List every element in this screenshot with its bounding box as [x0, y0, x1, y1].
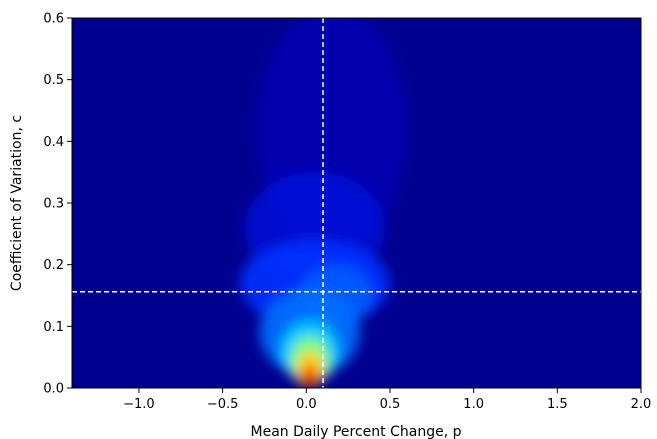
reference-lines: [72, 18, 641, 388]
y-tick-label: 0.3: [43, 197, 64, 212]
density-layer: [239, 18, 407, 388]
x-tick-label: 1.5: [547, 397, 568, 412]
y-axis-ticks: 0.0 0.1 0.2 0.3 0.4 0.5 0.6: [43, 12, 72, 397]
y-axis-title: Coefficient of Variation, c: [9, 115, 25, 291]
y-tick-label: 0.2: [43, 258, 64, 273]
y-tick-label: 0.6: [43, 12, 64, 27]
x-tick-label: 0.5: [380, 397, 401, 412]
x-tick-label: 1.0: [463, 397, 484, 412]
density-blob: [304, 374, 315, 388]
y-tick-label: 0.0: [43, 382, 64, 397]
x-axis-title: Mean Daily Percent Change, p: [251, 424, 462, 439]
density-blobs: [239, 18, 407, 388]
x-tick-label: 2.0: [631, 397, 652, 412]
y-tick-label: 0.1: [43, 320, 64, 335]
y-tick-label: 0.4: [43, 135, 64, 150]
x-tick-label: −0.5: [207, 397, 239, 412]
y-tick-label: 0.5: [43, 73, 64, 88]
x-tick-label: 0.0: [296, 397, 317, 412]
x-axis-ticks: −1.0 −0.5 0.0 0.5 1.0 1.5 2.0: [123, 388, 651, 412]
x-tick-label: −1.0: [123, 397, 155, 412]
